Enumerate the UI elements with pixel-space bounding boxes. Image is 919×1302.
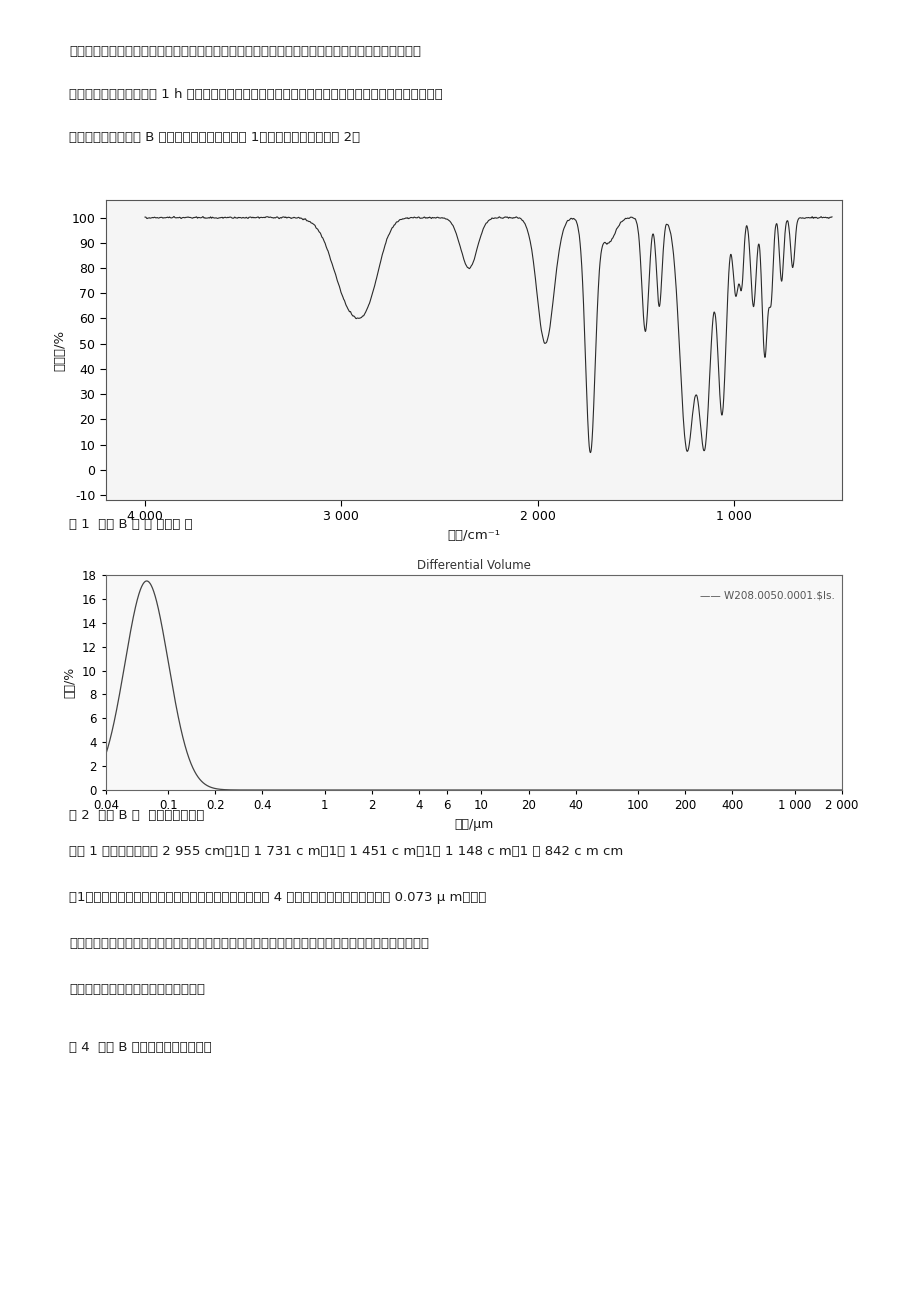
- Title: Differential Volume: Differential Volume: [416, 560, 530, 573]
- Text: 图 1  乳液 B 的 红 外光谱 图: 图 1 乳液 B 的 红 外光谱 图: [69, 518, 192, 531]
- Text: 率很大，玻璃化温度低，成膜性虽然好，但是涂膜容易发黏，并且容易粘砂纸，由于客户对底漆的打: 率很大，玻璃化温度低，成膜性虽然好，但是涂膜容易发黏，并且容易粘砂纸，由于客户对…: [69, 46, 421, 59]
- Text: 粒径保证对基材的渗透性，能够快速渗透到木材纤维中，并且此款乳液为金属自交联型，保证涂膜具有: 粒径保证对基材的渗透性，能够快速渗透到木材纤维中，并且此款乳液为金属自交联型，保…: [69, 937, 428, 949]
- Text: 磨性要求很高，夏天成膜 1 h 后就必须打磨并且要求几乎不能粘砂纸，所以在配方中不宜选用玻璃化温: 磨性要求很高，夏天成膜 1 h 后就必须打磨并且要求几乎不能粘砂纸，所以在配方中…: [69, 89, 442, 102]
- Y-axis label: 透光率/%: 透光率/%: [53, 329, 66, 371]
- Text: 从图 1 可以看出波数为 2 955 cm－1、 1 731 c m－1、 1 451 c m－1、 1 148 c m－1 和 842 c m cm: 从图 1 可以看出波数为 2 955 cm－1、 1 731 c m－1、 1 …: [69, 845, 622, 858]
- Text: 一定的交联密度以及对基材的附着力。: 一定的交联密度以及对基材的附着力。: [69, 983, 205, 996]
- Text: 度太低的乳液。乳液 B 的红外分析光谱测试见图 1，激光粒度仪测试见图 2。: 度太低的乳液。乳液 B 的红外分析光谱测试见图 1，激光粒度仪测试见图 2。: [69, 132, 359, 145]
- X-axis label: 波数/cm⁻¹: 波数/cm⁻¹: [447, 529, 500, 542]
- Text: 图 2  乳液 B 的  激光粒度仪分析: 图 2 乳液 B 的 激光粒度仪分析: [69, 809, 204, 822]
- X-axis label: 粒径/μm: 粒径/μm: [454, 818, 493, 831]
- Y-axis label: 比例/%: 比例/%: [63, 667, 76, 698]
- Text: －1处都是丙烯酸树脂的特征峰。从激光粒度仪的结果表 4 中看出，该乳液的平均粒径为 0.073 μ m，细的: －1处都是丙烯酸树脂的特征峰。从激光粒度仪的结果表 4 中看出，该乳液的平均粒径…: [69, 891, 486, 904]
- Text: —— W208.0050.0001.$ls.: —— W208.0050.0001.$ls.: [698, 590, 834, 600]
- Text: 表 4  乳液 B 的激光粒度仪分析结果: 表 4 乳液 B 的激光粒度仪分析结果: [69, 1042, 211, 1055]
